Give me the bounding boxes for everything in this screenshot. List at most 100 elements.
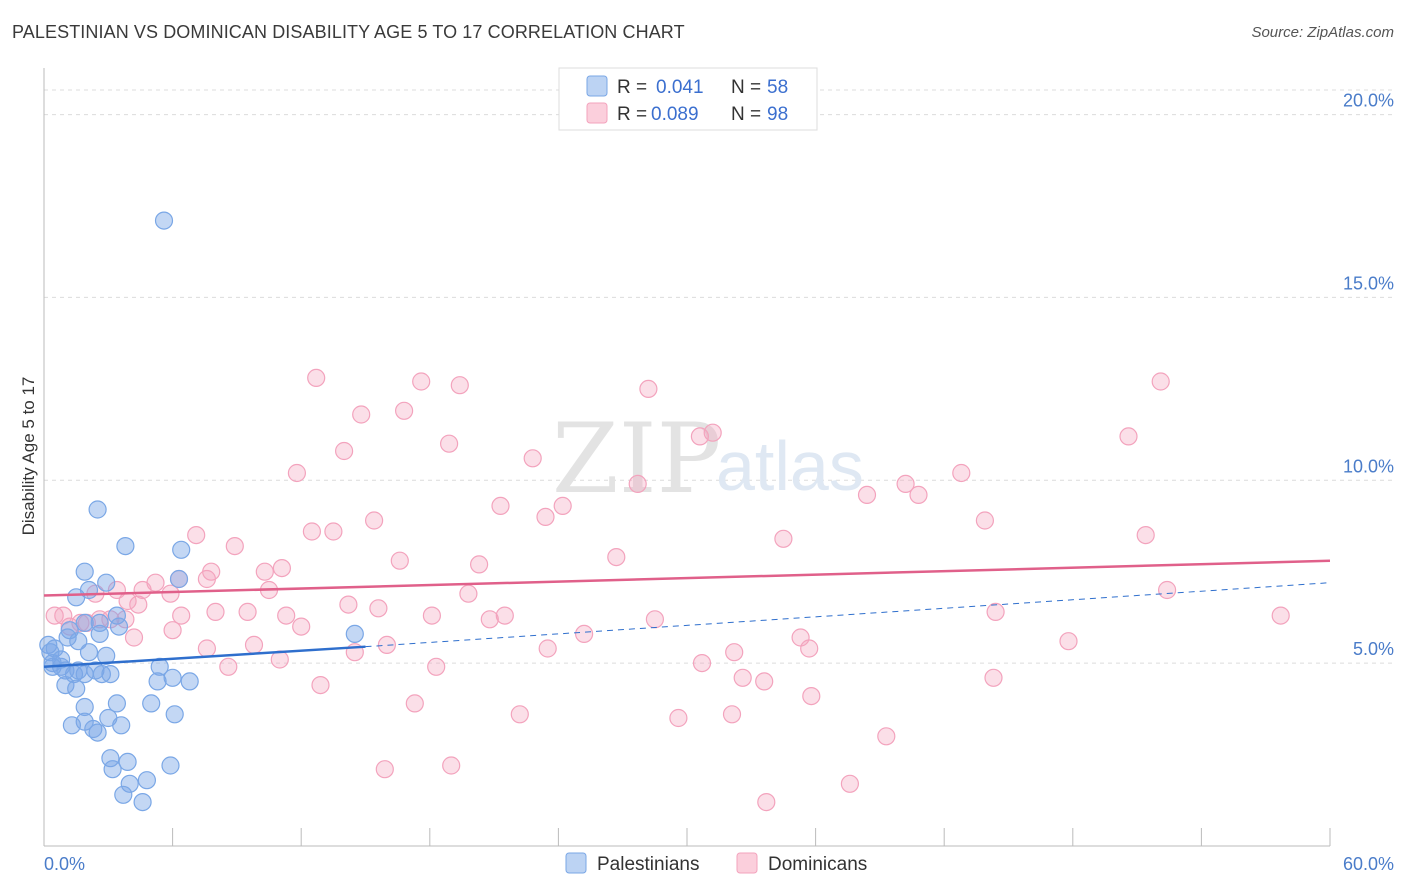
palestinian-point-46 (118, 752, 137, 772)
dominican-point-17 (909, 485, 928, 504)
palestinian-point-42 (112, 716, 131, 735)
legend-n-value-1: 58 (767, 77, 788, 98)
dominican-point-11 (440, 434, 459, 453)
palestinian-point-11 (109, 617, 129, 636)
legend-r-value-2: 0.089 (651, 104, 699, 125)
dominican-point-30 (390, 551, 409, 570)
dominican-point-76 (197, 639, 216, 658)
palestinian-point-20 (97, 646, 116, 665)
legend-r-value-1: 0.041 (656, 77, 704, 98)
palestinian-point-0 (154, 211, 174, 230)
y-axis-title: Disability Age 5 to 17 (19, 377, 38, 536)
palestinian-point-41 (62, 716, 82, 735)
legend-n-label-2: N = (731, 104, 761, 125)
palestinian-point-37 (75, 697, 94, 717)
dominican-point-28 (975, 511, 995, 530)
dominican-point-34 (255, 562, 274, 581)
watermark: ZIP atlas (552, 403, 864, 515)
dominican-point-5 (352, 405, 371, 424)
palestinian-point-54 (69, 661, 88, 680)
dominican-point-6 (395, 401, 414, 420)
palestinian-point-6 (169, 569, 189, 589)
trend-lines (43, 559, 1331, 669)
trend-palestinians-extrapolated (365, 582, 1331, 648)
dominican-point-13 (287, 463, 306, 483)
palestinian-point-52 (133, 792, 152, 812)
palestinian-point-4 (75, 562, 94, 581)
dominican-point-98 (757, 792, 776, 812)
palestinian-point-55 (345, 624, 364, 644)
dominican-point-8 (703, 423, 722, 442)
dominican-point-42 (161, 584, 180, 603)
dominican-point-4 (1151, 372, 1170, 391)
dominican-point-19 (491, 496, 510, 515)
palestinian-point-23 (150, 657, 169, 676)
palestinian-point-1 (88, 500, 107, 519)
palestinian-point-3 (172, 540, 191, 559)
dominican-point-96 (442, 756, 461, 775)
dominican-point-85 (733, 668, 752, 687)
dominican-point-20 (553, 496, 572, 515)
dominican-point-3 (639, 379, 658, 398)
dominican-point-74 (377, 635, 396, 655)
dominican-point-36 (197, 569, 216, 589)
dominican-point-84 (427, 657, 446, 676)
dominican-point-50 (238, 602, 257, 622)
dominican-point-87 (984, 668, 1003, 687)
legend-swatch-dominicans (586, 102, 608, 124)
palestinian-point-35 (107, 694, 127, 713)
palestinian-point-2 (116, 536, 135, 556)
y-tick-label-2: 15.0% (1343, 273, 1394, 293)
legend-swatch-palestinians (586, 75, 608, 97)
dominican-point-88 (311, 675, 330, 695)
dominican-point-83 (219, 657, 238, 676)
dominican-point-62 (422, 606, 441, 625)
palestinian-point-9 (107, 606, 127, 625)
palestinian-point-15 (69, 632, 88, 651)
y-tick-label-3: 20.0% (1343, 91, 1394, 111)
dominican-point-69 (124, 628, 144, 647)
bottom-legend-label-palestinians: Palestinians (597, 854, 699, 875)
dominican-point-47 (129, 595, 148, 614)
dominican-point-9 (1119, 427, 1138, 446)
bottom-legend-label-dominicans: Dominicans (768, 854, 867, 875)
palestinian-point-44 (88, 723, 107, 742)
palestinian-point-48 (103, 760, 122, 779)
y-tick-label-1: 10.0% (1343, 456, 1394, 476)
legend-n-label-1: N = (731, 77, 761, 98)
palestinian-point-10 (75, 613, 94, 633)
palestinian-point-32 (180, 672, 199, 691)
legend-n-value-2: 98 (767, 104, 788, 125)
palestinian-point-19 (79, 643, 99, 662)
dominican-point-18 (952, 463, 971, 483)
dominican-point-51 (206, 602, 225, 622)
source-credit: Source: ZipAtlas.com (1251, 24, 1394, 41)
dominican-point-25 (187, 525, 206, 545)
dominican-point-32 (470, 555, 489, 574)
dominican-point-61 (292, 617, 311, 636)
bottom-legend-swatch-dominicans (736, 852, 758, 874)
watermark-zip: ZIP (552, 403, 721, 515)
dominican-point-44 (459, 584, 478, 603)
dominican-point-41 (133, 580, 152, 600)
dominican-point-78 (800, 639, 819, 658)
dominican-point-26 (225, 536, 244, 556)
y-tick-labels: 5.0% 10.0% 15.0% 20.0% (1343, 91, 1394, 660)
dominican-point-89 (802, 686, 821, 706)
series-legend: Palestinians Dominicans (565, 852, 867, 875)
palestinian-point-50 (120, 774, 139, 793)
y-tick-label-0: 5.0% (1353, 639, 1394, 659)
dominican-point-97 (840, 774, 860, 793)
palestinian-point-31 (148, 672, 167, 691)
palestinian-point-51 (114, 785, 133, 804)
dominican-point-56 (45, 606, 64, 625)
dominican-point-65 (645, 610, 665, 629)
dominican-point-16 (896, 474, 915, 493)
dominican-point-64 (480, 610, 499, 629)
chart-title: PALESTINIAN VS DOMINICAN DISABILITY AGE … (12, 22, 685, 42)
dominican-point-73 (1059, 632, 1078, 651)
dominican-point-45 (1157, 580, 1177, 600)
dominican-point-92 (722, 705, 742, 724)
dominican-point-63 (495, 606, 514, 625)
x-ticks (43, 828, 1331, 846)
